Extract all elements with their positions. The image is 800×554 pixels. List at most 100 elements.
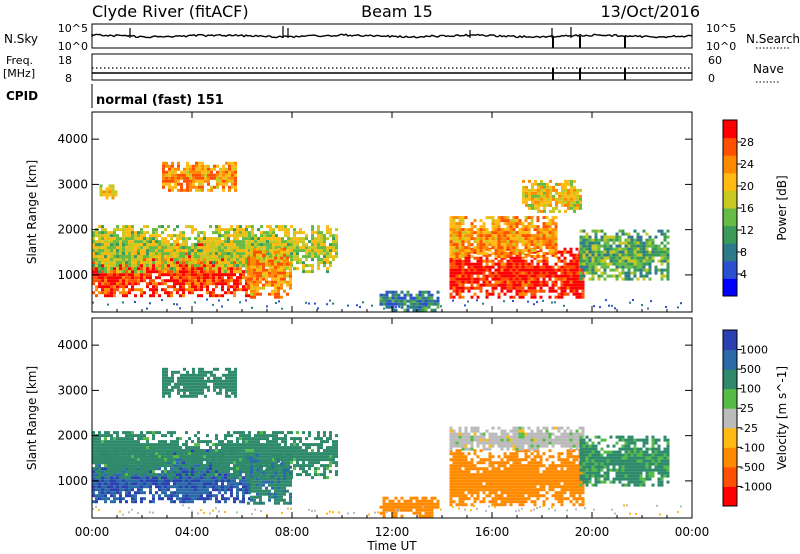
heatmap-cell — [206, 273, 209, 277]
heatmap-cell — [530, 286, 534, 290]
heatmap-cell — [131, 452, 134, 456]
heatmap-cell — [476, 277, 480, 281]
heatmap-cell — [591, 274, 595, 278]
heatmap-cell — [161, 482, 164, 486]
heatmap-cell — [524, 225, 528, 229]
heatmap-cell — [174, 182, 177, 186]
heatmap-cell — [215, 231, 218, 235]
heatmap-cell — [521, 243, 525, 247]
heatmap-cell — [464, 280, 468, 284]
heatmap-cell — [197, 261, 200, 265]
heatmap-cell — [485, 259, 489, 263]
heatmap-cell — [485, 234, 489, 238]
heatmap-cell — [95, 261, 98, 265]
heatmap-cell — [242, 500, 245, 504]
heatmap-cell — [110, 485, 113, 489]
heatmap-cell — [494, 228, 498, 232]
heatmap-cell — [95, 461, 98, 465]
heatmap-cell — [455, 262, 459, 266]
heatmap-cell — [140, 231, 143, 235]
heatmap-cell — [212, 288, 215, 292]
heatmap-cell — [277, 280, 280, 284]
heatmap-cell — [320, 252, 323, 256]
heatmap-cell — [101, 443, 104, 447]
heatmap-cell — [618, 274, 622, 278]
heatmap-cell — [185, 252, 188, 256]
heatmap-cell — [218, 249, 221, 253]
heatmap-cell — [107, 234, 110, 238]
heatmap-cell — [573, 185, 576, 189]
heatmap-cell — [113, 452, 116, 456]
heatmap-cell — [515, 265, 519, 269]
heatmap-cell — [503, 252, 507, 256]
heatmap-cell — [224, 243, 227, 247]
heatmap-cell — [242, 285, 245, 289]
heatmap-cell — [512, 249, 516, 253]
heatmap-cell — [269, 249, 272, 253]
heatmap-cell — [536, 259, 540, 263]
heatmap-cell — [515, 222, 519, 226]
heatmap-cell — [485, 231, 489, 235]
heatmap-cell — [195, 176, 198, 180]
heatmap-cell — [636, 238, 640, 242]
heatmap-cell — [219, 176, 222, 180]
heatmap-cell — [116, 431, 119, 435]
heatmap-cell — [543, 209, 546, 213]
heatmap-cell — [242, 270, 245, 274]
heatmap-cell — [101, 225, 104, 229]
heatmap-cell — [665, 306, 667, 308]
heatmap-cell — [170, 473, 173, 477]
heatmap-cell — [630, 235, 634, 239]
heatmap-cell — [524, 216, 528, 220]
heatmap-cell — [119, 267, 122, 271]
heatmap-cell — [503, 219, 507, 223]
heatmap-cell — [280, 295, 283, 299]
heatmap-cell — [186, 167, 189, 171]
heatmap-cell — [630, 262, 634, 266]
heatmap-cell — [176, 470, 179, 474]
heatmap-cell — [563, 283, 567, 287]
heatmap-cell — [137, 255, 140, 259]
heatmap-cell — [277, 271, 280, 275]
heatmap-cell — [615, 265, 619, 269]
heatmap-cell — [195, 188, 198, 192]
heatmap-cell — [494, 262, 498, 266]
heatmap-cell — [290, 258, 293, 262]
heatmap-cell — [137, 267, 140, 271]
heatmap-cell — [272, 237, 275, 241]
heatmap-cell — [470, 295, 474, 299]
heatmap-cell — [269, 246, 272, 250]
heatmap-cell — [98, 497, 101, 501]
heatmap-cell — [554, 268, 558, 272]
heatmap-cell — [253, 247, 256, 251]
heatmap-cell — [572, 283, 576, 287]
heatmap-cell — [155, 458, 158, 462]
heatmap-cell — [242, 288, 245, 292]
noise-gap — [552, 36, 554, 48]
heatmap-cell — [98, 452, 101, 456]
heatmap-cell — [119, 458, 122, 462]
heatmap-cell — [173, 464, 176, 468]
cpid-label: CPID — [6, 89, 38, 103]
heatmap-cell — [161, 464, 164, 468]
heatmap-cell — [391, 305, 395, 309]
heatmap-cell — [566, 286, 570, 290]
heatmap-cell — [218, 273, 221, 277]
heatmap-cell — [110, 461, 113, 465]
heatmap-cell — [253, 265, 256, 269]
heatmap-cell — [104, 267, 107, 271]
heatmap-cell — [108, 184, 112, 188]
heatmap-cell — [563, 292, 567, 296]
heatmap-cell — [134, 446, 137, 450]
heatmap-cell — [207, 188, 210, 192]
heatmap-cell — [581, 277, 585, 281]
heatmap-cell — [500, 271, 504, 275]
heatmap-cell — [639, 250, 643, 254]
heatmap-cell — [542, 277, 546, 281]
heatmap-cell — [107, 261, 110, 265]
heatmap-cell — [101, 497, 104, 501]
heatmap-cell — [464, 216, 468, 220]
heatmap-cell — [666, 241, 670, 245]
heatmap-cell — [455, 283, 459, 287]
heatmap-cell — [104, 294, 107, 298]
